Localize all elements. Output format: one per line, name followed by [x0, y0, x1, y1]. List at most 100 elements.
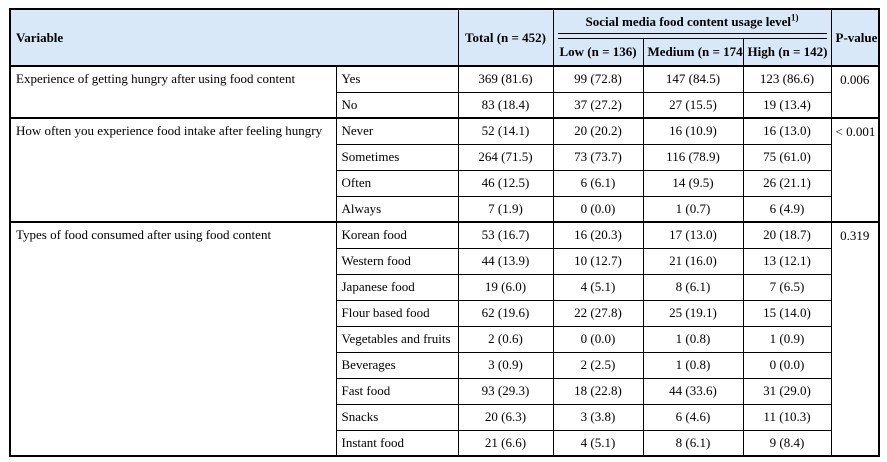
category-cell: Never	[335, 117, 459, 145]
total-cell: 46 (12.5)	[457, 169, 554, 197]
low-cell: 0 (0.0)	[552, 325, 644, 353]
category-cell: Vegetables and fruits	[335, 325, 459, 353]
category-cell: No	[335, 91, 459, 119]
table-row: Snacks 20 (6.3) 3 (3.8) 6 (4.6) 11 (10.3…	[10, 403, 879, 431]
double-rule	[557, 33, 827, 39]
total-cell: 83 (18.4)	[457, 91, 554, 119]
medium-cell: 25 (19.1)	[642, 299, 744, 327]
category-cell: Western food	[335, 247, 459, 275]
low-cell: 16 (20.3)	[552, 221, 644, 249]
total-cell: 62 (19.6)	[457, 299, 554, 327]
table-row: Sometimes 264 (71.5) 73 (73.7) 116 (78.9…	[10, 143, 879, 171]
medium-cell: 6 (4.6)	[642, 403, 744, 431]
table-header: Variable Total (n = 452) Social media fo…	[9, 8, 880, 67]
medium-cell: 21 (16.0)	[642, 247, 744, 275]
high-column-header: High (n = 142)	[742, 39, 832, 67]
total-column-header: Total (n = 452)	[457, 8, 554, 67]
usage-level-group-header: Social media food content usage level1)	[552, 8, 832, 39]
total-cell: 7 (1.9)	[457, 195, 554, 223]
category-cell: Often	[335, 169, 459, 197]
low-cell: 6 (6.1)	[552, 169, 644, 197]
low-cell: 99 (72.8)	[552, 65, 644, 93]
variable-group-cell: Experience of getting hungry after using…	[9, 65, 337, 119]
table-row: Types of food consumed after using food …	[9, 221, 880, 457]
variable-group-cell: How often you experience food intake aft…	[9, 117, 337, 223]
footnote-marker: 1)	[791, 12, 799, 23]
table-body: Experience of getting hungry after using…	[9, 65, 880, 457]
total-cell: 19 (6.0)	[457, 273, 554, 301]
header-row-1: Variable Total (n = 452) Social media fo…	[9, 8, 880, 67]
category-cell: Always	[335, 195, 459, 223]
table-row: Flour based food 62 (19.6) 22 (27.8) 25 …	[10, 299, 879, 327]
total-cell: 264 (71.5)	[457, 143, 554, 171]
category-cell: Yes	[335, 65, 459, 93]
total-cell: 53 (16.7)	[457, 221, 554, 249]
table-row: Japanese food 19 (6.0) 4 (5.1) 8 (6.1) 7…	[10, 273, 879, 301]
results-table: Variable Total (n = 452) Social media fo…	[9, 8, 881, 457]
medium-cell: 116 (78.9)	[642, 143, 744, 171]
low-cell: 22 (27.8)	[552, 299, 644, 327]
high-cell: 11 (10.3)	[742, 403, 832, 431]
low-cell: 73 (73.7)	[552, 143, 644, 171]
medium-cell: 147 (84.5)	[642, 65, 744, 93]
pvalue-cell: 0.319	[830, 221, 880, 457]
medium-cell: 1 (0.8)	[642, 325, 744, 353]
pvalue-cell: < 0.001	[830, 117, 880, 223]
low-column-header: Low (n = 136)	[552, 39, 644, 67]
header-row-2: Low (n = 136) Medium (n = 174) High (n =…	[10, 39, 879, 67]
low-cell: 4 (5.1)	[552, 429, 644, 457]
low-cell: 0 (0.0)	[552, 195, 644, 223]
high-cell: 20 (18.7)	[742, 221, 832, 249]
category-cell: Korean food	[335, 221, 459, 249]
table-row: How often you experience food intake aft…	[9, 117, 880, 223]
high-cell: 75 (61.0)	[742, 143, 832, 171]
total-cell: 20 (6.3)	[457, 403, 554, 431]
total-cell: 52 (14.1)	[457, 117, 554, 145]
total-cell: 369 (81.6)	[457, 65, 554, 93]
medium-cell: 8 (6.1)	[642, 273, 744, 301]
usage-level-group-label: Social media food content usage level	[585, 13, 791, 29]
high-cell: 9 (8.4)	[742, 429, 832, 457]
high-cell: 16 (13.0)	[742, 117, 832, 145]
high-cell: 13 (12.1)	[742, 247, 832, 275]
medium-cell: 8 (6.1)	[642, 429, 744, 457]
high-cell: 7 (6.5)	[742, 273, 832, 301]
low-cell: 3 (3.8)	[552, 403, 644, 431]
total-cell: 3 (0.9)	[457, 351, 554, 379]
variable-group-cell: Types of food consumed after using food …	[9, 221, 337, 457]
category-cell: Snacks	[335, 403, 459, 431]
medium-cell: 27 (15.5)	[642, 91, 744, 119]
medium-cell: 1 (0.8)	[642, 351, 744, 379]
low-cell: 10 (12.7)	[552, 247, 644, 275]
table-row: Vegetables and fruits 2 (0.6) 0 (0.0) 1 …	[10, 325, 879, 353]
medium-cell: 17 (13.0)	[642, 221, 744, 249]
medium-cell: 14 (9.5)	[642, 169, 744, 197]
low-cell: 4 (5.1)	[552, 273, 644, 301]
high-cell: 15 (14.0)	[742, 299, 832, 327]
category-cell: Flour based food	[335, 299, 459, 327]
low-cell: 37 (27.2)	[552, 91, 644, 119]
category-cell: Japanese food	[335, 273, 459, 301]
high-cell: 26 (21.1)	[742, 169, 832, 197]
low-cell: 20 (20.2)	[552, 117, 644, 145]
high-cell: 1 (0.9)	[742, 325, 832, 353]
medium-cell: 44 (33.6)	[642, 377, 744, 405]
category-cell: Beverages	[335, 351, 459, 379]
category-cell: Fast food	[335, 377, 459, 405]
category-cell: Sometimes	[335, 143, 459, 171]
category-cell: Instant food	[335, 429, 459, 457]
high-cell: 31 (29.0)	[742, 377, 832, 405]
high-cell: 0 (0.0)	[742, 351, 832, 379]
high-cell: 6 (4.9)	[742, 195, 832, 223]
total-cell: 44 (13.9)	[457, 247, 554, 275]
pvalue-column-header: P-value	[830, 8, 880, 67]
high-cell: 123 (86.6)	[742, 65, 832, 93]
total-cell: 93 (29.3)	[457, 377, 554, 405]
low-cell: 18 (22.8)	[552, 377, 644, 405]
table-row: Experience of getting hungry after using…	[9, 65, 880, 119]
medium-cell: 16 (10.9)	[642, 117, 744, 145]
total-cell: 2 (0.6)	[457, 325, 554, 353]
low-cell: 2 (2.5)	[552, 351, 644, 379]
variable-column-header: Variable	[9, 8, 459, 67]
